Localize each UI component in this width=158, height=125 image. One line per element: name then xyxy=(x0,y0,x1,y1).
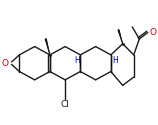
Text: O: O xyxy=(1,59,8,68)
Text: H: H xyxy=(74,56,80,65)
Text: Cl: Cl xyxy=(61,100,70,109)
Polygon shape xyxy=(45,39,50,55)
Polygon shape xyxy=(117,30,123,44)
Text: H: H xyxy=(112,56,118,65)
Text: O: O xyxy=(150,28,157,36)
